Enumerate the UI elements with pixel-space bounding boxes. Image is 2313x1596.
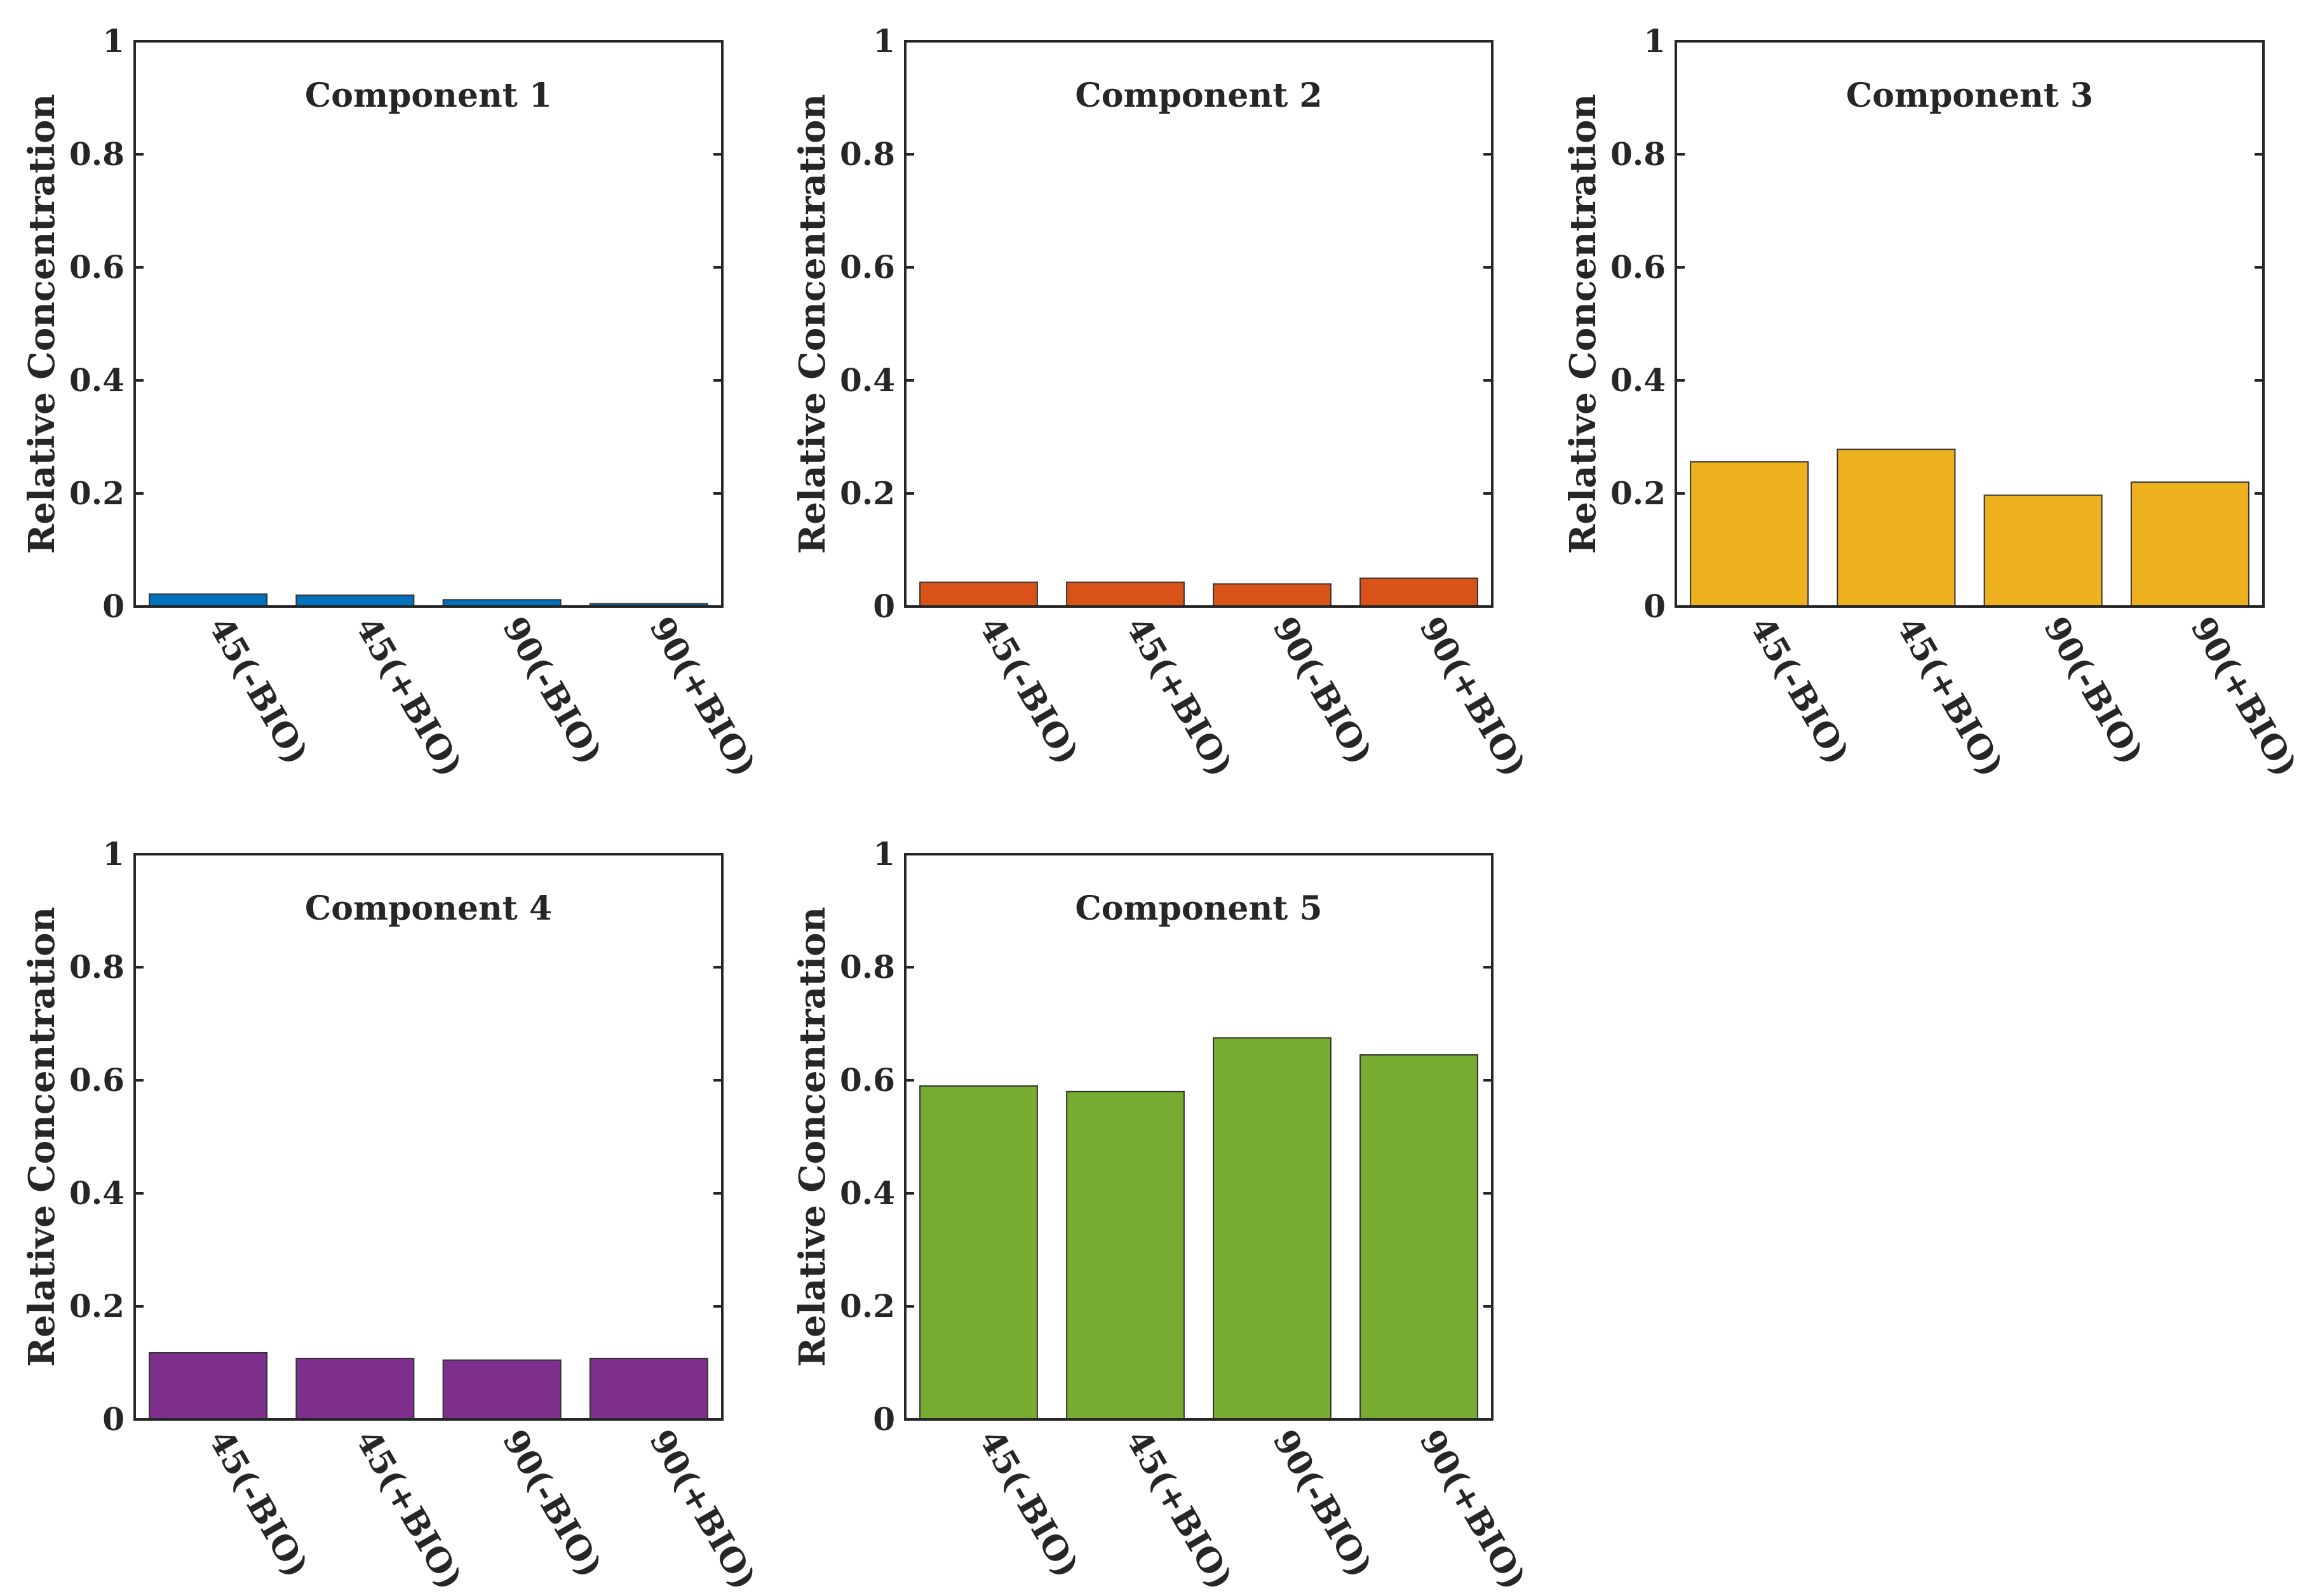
bar-45(-BIO) — [1690, 461, 1809, 607]
y-axis-label: Relative Concentration — [792, 94, 833, 554]
x-tick-label: 90(-BIO) — [495, 610, 610, 771]
y-tick-label: 0 — [102, 1400, 125, 1438]
bar-45(+BIO) — [1066, 1090, 1185, 1421]
x-tick-label: 90(-BIO) — [495, 1423, 610, 1584]
x-tick-label: 45(+BIO) — [1118, 1423, 1240, 1596]
bar-45(+BIO) — [295, 1357, 415, 1420]
y-tick-label: 0 — [873, 1400, 895, 1438]
bar-90(+BIO) — [1359, 577, 1478, 607]
x-tick-label: 45(-BIO) — [971, 1423, 1086, 1584]
bar-45(-BIO) — [919, 581, 1038, 607]
y-tick-label: 0.4 — [840, 1174, 895, 1212]
y-tick-label: 0.6 — [69, 1061, 125, 1099]
bar-45(+BIO) — [1066, 581, 1185, 607]
y-tick-label: 0.6 — [69, 248, 125, 286]
y-axis-label: Relative Concentration — [21, 94, 63, 554]
x-tick-label: 90(+BIO) — [642, 610, 764, 783]
y-tick-label: 0.6 — [840, 248, 895, 286]
y-tick-label: 0.4 — [840, 361, 895, 399]
bar-90(-BIO) — [1213, 1037, 1332, 1420]
plot-title: Component 5 — [1075, 889, 1322, 928]
bar-45(-BIO) — [149, 593, 268, 607]
y-tick-label: 1 — [873, 22, 895, 60]
x-tick-label: 45(+BIO) — [1889, 610, 2011, 783]
x-tick-label: 45(+BIO) — [348, 1423, 470, 1596]
x-tick-label: 90(-BIO) — [1265, 1423, 1380, 1584]
chart-panel-4: 0 0.2 0.4 0.6 0.8 1 45(-BIO) 45(+BIO) 90(-BIO) 90… — [21, 835, 764, 1596]
y-tick-label: 0.4 — [69, 1174, 125, 1212]
y-tick-label: 0.2 — [840, 1287, 895, 1325]
chart-panel-1: 0 0.2 0.4 0.6 0.8 1 45(-BIO) 45(+BIO) 90(-BIO) 90… — [21, 22, 764, 783]
y-tick-label: 0.2 — [1610, 474, 1666, 512]
y-tick-label: 0.4 — [69, 361, 125, 399]
x-tick-label: 45(-BIO) — [1742, 610, 1857, 771]
x-tick-label: 45(+BIO) — [1118, 610, 1240, 783]
chart-panel-2: 0 0.2 0.4 0.6 0.8 1 45(-BIO) 45(+BIO) 90(-BIO) 90… — [792, 22, 1534, 783]
chart-panel-5: 0 0.2 0.4 0.6 0.8 1 45(-BIO) 45(+BIO) 90(-BIO) 90… — [792, 835, 1534, 1596]
x-tick-label: 45(-BIO) — [201, 610, 316, 771]
y-axis-label: Relative Concentration — [792, 907, 833, 1367]
x-tick-label: 90(+BIO) — [1412, 610, 1534, 783]
bar-45(-BIO) — [919, 1085, 1038, 1420]
y-tick-label: 1 — [102, 835, 125, 873]
y-tick-label: 0.8 — [69, 135, 125, 173]
x-tick-label: 90(+BIO) — [1412, 1423, 1534, 1596]
y-tick-label: 0 — [1643, 587, 1666, 625]
axes-frame — [133, 40, 724, 608]
bar-90(-BIO) — [442, 1359, 562, 1421]
bar-45(+BIO) — [295, 594, 415, 608]
y-tick-label: 1 — [1643, 22, 1666, 60]
y-axis-label: Relative Concentration — [21, 907, 63, 1367]
x-tick-label: 90(+BIO) — [2183, 610, 2305, 783]
y-tick-label: 0.8 — [840, 948, 895, 986]
y-tick-label: 0.8 — [1610, 135, 1666, 173]
plot-title: Component 4 — [305, 889, 552, 928]
axes-frame — [1675, 40, 2265, 608]
axes-frame — [133, 853, 724, 1421]
y-tick-label: 0 — [102, 587, 125, 625]
y-tick-label: 1 — [873, 835, 895, 873]
y-axis-label: Relative Concentration — [1562, 94, 1604, 554]
bar-90(+BIO) — [2130, 481, 2249, 608]
axes-frame — [904, 40, 1494, 608]
y-tick-label: 0.2 — [69, 1287, 125, 1325]
y-tick-label: 0.2 — [69, 474, 125, 512]
bar-90(-BIO) — [1213, 583, 1332, 608]
y-tick-label: 0 — [873, 587, 895, 625]
x-tick-label: 90(-BIO) — [2036, 610, 2151, 771]
plot-title: Component 3 — [1846, 76, 2093, 115]
x-tick-label: 45(+BIO) — [348, 610, 470, 783]
bar-45(+BIO) — [1837, 448, 1956, 608]
y-tick-label: 0.2 — [840, 474, 895, 512]
x-tick-label: 45(-BIO) — [201, 1423, 316, 1584]
chart-panel-3: 0 0.2 0.4 0.6 0.8 1 45(-BIO) 45(+BIO) 90(-BIO) 90… — [1562, 22, 2305, 783]
axes-frame — [904, 853, 1494, 1421]
bar-90(-BIO) — [1983, 494, 2103, 607]
y-tick-label: 1 — [102, 22, 125, 60]
x-tick-label: 90(-BIO) — [1265, 610, 1380, 771]
bar-45(-BIO) — [149, 1351, 268, 1420]
x-tick-label: 45(-BIO) — [971, 610, 1086, 771]
bar-90(+BIO) — [589, 1357, 708, 1420]
x-tick-label: 90(+BIO) — [642, 1423, 764, 1596]
y-tick-label: 0.6 — [840, 1061, 895, 1099]
bar-90(+BIO) — [1359, 1054, 1478, 1420]
y-tick-label: 0.6 — [1610, 248, 1666, 286]
y-tick-label: 0.8 — [840, 135, 895, 173]
plot-title: Component 2 — [1075, 76, 1322, 115]
y-tick-label: 0.4 — [1610, 361, 1666, 399]
plot-title: Component 1 — [305, 76, 552, 115]
y-tick-label: 0.8 — [69, 948, 125, 986]
